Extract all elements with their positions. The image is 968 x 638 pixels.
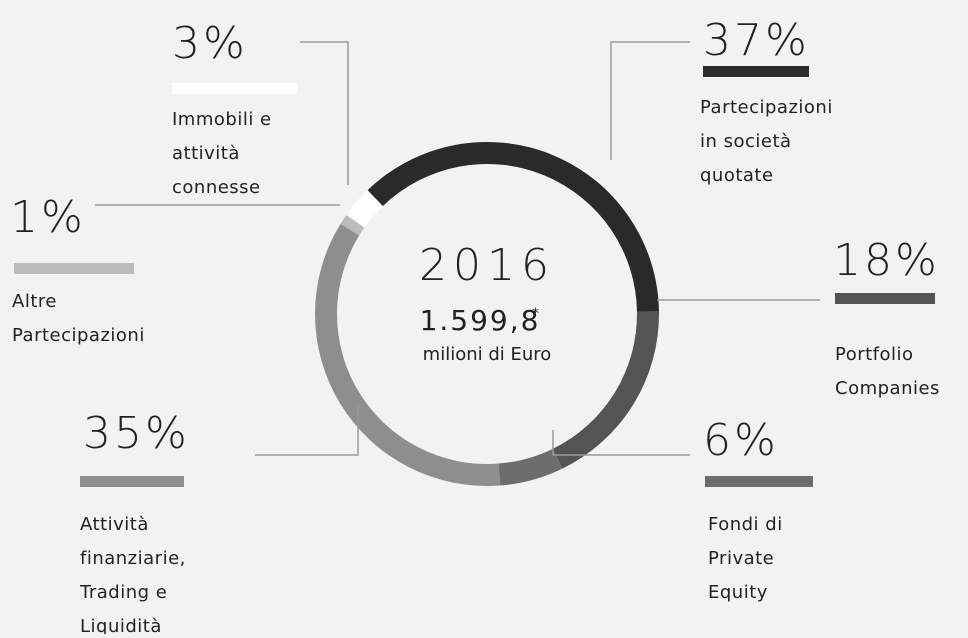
category-label: Trading e bbox=[79, 582, 167, 603]
donut-segment bbox=[552, 311, 659, 469]
legend-swatch bbox=[14, 263, 134, 274]
donut-segment bbox=[367, 142, 659, 312]
category-label: Portfolio bbox=[835, 344, 914, 365]
value-label: 1% bbox=[10, 192, 86, 243]
category-label: in società bbox=[700, 131, 792, 152]
center-total: 1.599,8 bbox=[420, 304, 541, 337]
category-label: Equity bbox=[708, 582, 768, 603]
leader-line bbox=[552, 430, 690, 456]
category-label: Fondi di bbox=[708, 514, 783, 535]
donut-segment bbox=[346, 190, 383, 228]
legend-swatch bbox=[172, 83, 297, 94]
value-label: 35% bbox=[83, 408, 190, 459]
category-label: Companies bbox=[835, 378, 940, 399]
value-label: 18% bbox=[833, 235, 940, 286]
value-label: 37% bbox=[703, 15, 810, 66]
center-year: 2016 bbox=[419, 240, 555, 291]
category-label: connesse bbox=[172, 177, 261, 198]
category-label: attività bbox=[172, 143, 240, 164]
center-unit: milioni di Euro bbox=[423, 344, 552, 365]
category-label: Liquidità bbox=[80, 616, 162, 634]
category-label: Altre bbox=[12, 291, 57, 312]
category-label: Attività bbox=[80, 514, 149, 535]
category-label: quotate bbox=[700, 165, 774, 186]
donut-segment bbox=[498, 448, 563, 486]
legend-swatch bbox=[705, 476, 813, 487]
category-label: finanziarie, bbox=[80, 548, 186, 569]
category-label: Partecipazioni bbox=[700, 97, 833, 118]
category-label: Private bbox=[708, 548, 774, 569]
value-label: 3% bbox=[172, 18, 248, 69]
legend-swatch bbox=[703, 66, 809, 77]
legend-swatch bbox=[80, 476, 184, 487]
center-note: * bbox=[532, 306, 539, 322]
value-label: 6% bbox=[703, 415, 779, 466]
leader-line bbox=[300, 41, 349, 185]
leader-line bbox=[610, 41, 690, 160]
donut-segment bbox=[340, 214, 365, 236]
leader-line bbox=[255, 405, 359, 456]
legend-swatch bbox=[835, 293, 935, 304]
category-label: Partecipazioni bbox=[12, 325, 145, 346]
donut-segment bbox=[314, 223, 501, 486]
category-label: Immobili e bbox=[172, 109, 272, 130]
